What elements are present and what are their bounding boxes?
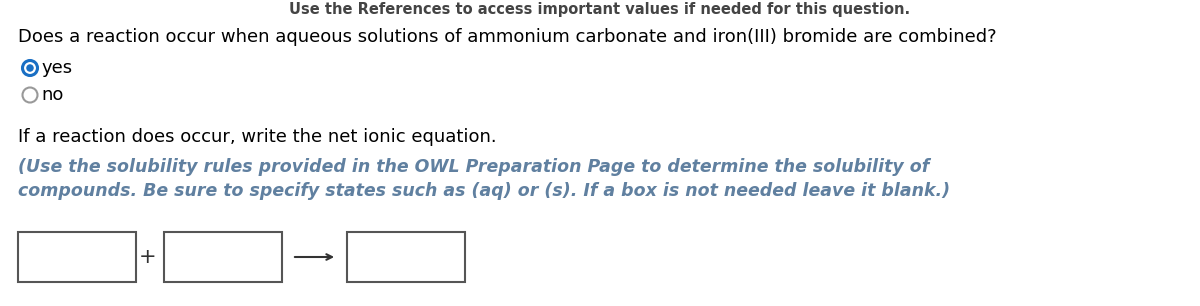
Ellipse shape [26, 64, 34, 72]
Bar [347, 232, 466, 282]
Text: Does a reaction occur when aqueous solutions of ammonium carbonate and iron(III): Does a reaction occur when aqueous solut… [18, 28, 997, 46]
Text: If a reaction does occur, write the net ionic equation.: If a reaction does occur, write the net … [18, 128, 497, 146]
Text: (Use the solubility rules provided in the OWL Preparation Page to determine the : (Use the solubility rules provided in th… [18, 158, 929, 176]
Text: Use the References to access important values if needed for this question.: Use the References to access important v… [289, 2, 911, 17]
Text: yes: yes [42, 59, 73, 77]
Bar [164, 232, 282, 282]
Bar [18, 232, 136, 282]
Text: compounds. Be sure to specify states such as (aq) or (s). If a box is not needed: compounds. Be sure to specify states suc… [18, 182, 950, 200]
Text: no: no [42, 86, 64, 104]
Text: +: + [139, 247, 157, 267]
